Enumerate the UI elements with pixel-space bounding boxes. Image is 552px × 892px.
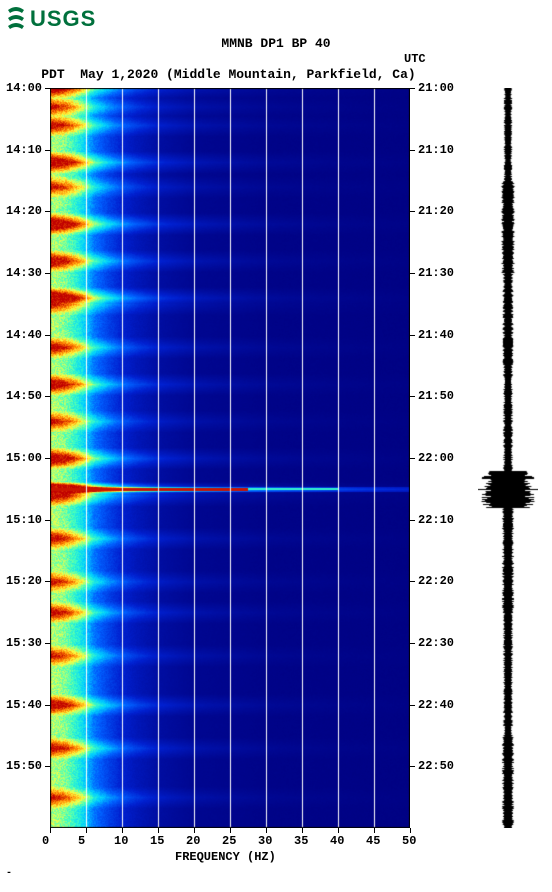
y-right-tick: 21:30 [418, 266, 454, 280]
y-left-tick: 15:40 [6, 698, 42, 712]
usgs-logo: USGS [6, 4, 116, 32]
y-right-tickmark [410, 520, 415, 521]
y-left-tick: 14:20 [6, 204, 42, 218]
x-axis-label: FREQUENCY (HZ) [175, 850, 276, 864]
x-tick: 5 [78, 834, 85, 848]
date-location: May 1,2020 (Middle Mountain, Parkfield, … [80, 67, 415, 82]
y-right-tickmark [410, 88, 415, 89]
y-right-tickmark [410, 335, 415, 336]
y-right-tick: 21:20 [418, 204, 454, 218]
y-left-tick: 14:30 [6, 266, 42, 280]
y-right-tick: 21:50 [418, 389, 454, 403]
x-tick: 10 [114, 834, 128, 848]
x-tick: 45 [366, 834, 380, 848]
y-right-tick: 21:10 [418, 143, 454, 157]
x-tickmark [338, 828, 339, 833]
x-tick: 30 [258, 834, 272, 848]
x-tickmark [266, 828, 267, 833]
x-tickmark [158, 828, 159, 833]
y-left-tick: 14:50 [6, 389, 42, 403]
x-tick: 40 [330, 834, 344, 848]
y-right-tickmark [410, 150, 415, 151]
y-right-tickmark [410, 766, 415, 767]
y-left-tickmark [45, 211, 50, 212]
x-tick: 15 [150, 834, 164, 848]
chart-title: MMNB DP1 BP 40 [0, 36, 552, 52]
y-left-tickmark [45, 705, 50, 706]
y-left-tickmark [45, 643, 50, 644]
y-right-tickmark [410, 273, 415, 274]
svg-text:USGS: USGS [30, 6, 96, 31]
page-root: USGS MMNB DP1 BP 40 PDT May 1,2020 (Midd… [0, 0, 552, 892]
x-tick: 0 [42, 834, 49, 848]
y-left-tickmark [45, 520, 50, 521]
seismogram-plot [478, 88, 538, 828]
x-tickmark [410, 828, 411, 833]
x-tickmark [302, 828, 303, 833]
x-tick: 20 [186, 834, 200, 848]
y-right-tickmark [410, 458, 415, 459]
y-left-tick: 15:00 [6, 451, 42, 465]
y-right-tickmark [410, 396, 415, 397]
y-left-tick: 14:10 [6, 143, 42, 157]
y-right-tickmark [410, 705, 415, 706]
y-right-tick: 22:30 [418, 636, 454, 650]
tz-right-label: UTC [404, 52, 426, 66]
y-left-tick: 15:50 [6, 759, 42, 773]
x-tick: 50 [402, 834, 416, 848]
y-left-tickmark [45, 458, 50, 459]
y-left-tick: 15:30 [6, 636, 42, 650]
y-left-tickmark [45, 766, 50, 767]
y-left-tickmark [45, 581, 50, 582]
x-tickmark [122, 828, 123, 833]
footer-mark: - [6, 868, 12, 879]
y-left-tickmark [45, 396, 50, 397]
x-tickmark [374, 828, 375, 833]
y-left-tick: 14:40 [6, 328, 42, 342]
y-right-tickmark [410, 581, 415, 582]
y-left-tick: 15:10 [6, 513, 42, 527]
y-right-tick: 22:10 [418, 513, 454, 527]
spectrogram-plot [50, 88, 410, 828]
x-tickmark [194, 828, 195, 833]
y-right-tick: 22:50 [418, 759, 454, 773]
y-left-tickmark [45, 88, 50, 89]
y-left-tickmark [45, 335, 50, 336]
y-left-tick: 15:20 [6, 574, 42, 588]
x-tickmark [230, 828, 231, 833]
y-right-tick: 22:40 [418, 698, 454, 712]
y-left-tick: 14:00 [6, 81, 42, 95]
y-left-tickmark [45, 273, 50, 274]
x-tickmark [86, 828, 87, 833]
y-right-tickmark [410, 643, 415, 644]
x-tick: 25 [222, 834, 236, 848]
x-tickmark [50, 828, 51, 833]
tz-left-label: PDT [41, 67, 64, 82]
y-right-tick: 22:00 [418, 451, 454, 465]
y-right-tick: 22:20 [418, 574, 454, 588]
y-right-tickmark [410, 211, 415, 212]
x-tick: 35 [294, 834, 308, 848]
y-right-tick: 21:40 [418, 328, 454, 342]
y-left-tickmark [45, 150, 50, 151]
y-right-tick: 21:00 [418, 81, 454, 95]
